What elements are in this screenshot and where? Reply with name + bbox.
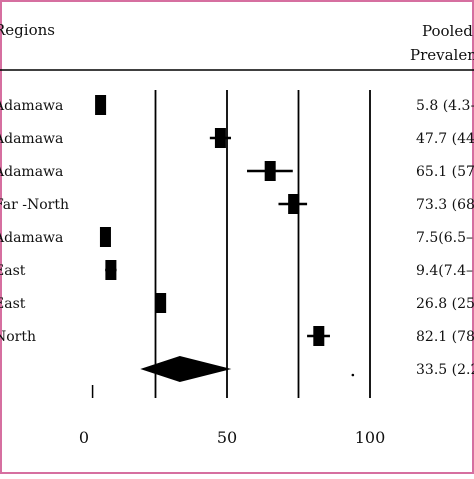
point-estimate-box bbox=[288, 194, 300, 214]
row-region-label: East bbox=[0, 263, 26, 279]
x-tick-label: 50 bbox=[217, 428, 237, 447]
row-region-label: Adamawa bbox=[0, 164, 63, 180]
row-estimate-label: 9.4(7.4–11.4) bbox=[416, 263, 474, 279]
pooled-estimate-label: 33.5 (2.2–64.8) bbox=[416, 362, 474, 378]
x-tick-label: 0 bbox=[79, 428, 89, 447]
point-estimate-box bbox=[99, 227, 111, 247]
forest-rows: Adamawa 5.8 (4.3–7.3) Adamawa 47.7 (44.0–51… bbox=[0, 98, 474, 378]
regions-header: Regions bbox=[0, 21, 55, 39]
row-region-label: Far -North bbox=[0, 197, 69, 213]
point-estimate-box bbox=[264, 161, 276, 181]
row-estimate-label: 5.8 (4.3–7.3) bbox=[416, 98, 474, 114]
prevalence-header: Prevalence bbox=[410, 46, 474, 64]
point-estimate-box bbox=[95, 95, 107, 115]
forest-axis: 0 50 100 bbox=[79, 428, 385, 447]
point-estimate-box bbox=[105, 260, 117, 280]
row-estimate-label: 82.1 (78.0–86.0) bbox=[416, 329, 474, 345]
pooled-dot bbox=[351, 373, 355, 377]
row-estimate-label: 26.8 (25.0–28.6) bbox=[416, 296, 474, 312]
forest-marks bbox=[91, 90, 371, 398]
row-estimate-label: 7.5(6.5–8.5) bbox=[416, 230, 474, 246]
row-region-label: East bbox=[0, 296, 26, 312]
row-region-label: Adamawa bbox=[0, 230, 63, 246]
row-estimate-label: 47.7 (44.0–51.4) bbox=[416, 131, 474, 147]
point-estimate-box bbox=[155, 293, 167, 313]
point-estimate-box bbox=[313, 326, 325, 346]
point-estimate-box bbox=[214, 128, 226, 148]
row-region-label: Adamawa bbox=[0, 131, 63, 147]
pooled-header: Pooled bbox=[422, 22, 473, 40]
x-tick-label: 100 bbox=[355, 428, 386, 447]
row-estimate-label: 65.1 (57.0–73.0) bbox=[416, 164, 474, 180]
row-estimate-label: 73.3 (68.0–78.0) bbox=[416, 197, 474, 213]
pooled-diamond bbox=[140, 356, 232, 382]
row-region-label: Adamawa bbox=[0, 98, 63, 114]
row-region-label: North bbox=[0, 329, 36, 345]
